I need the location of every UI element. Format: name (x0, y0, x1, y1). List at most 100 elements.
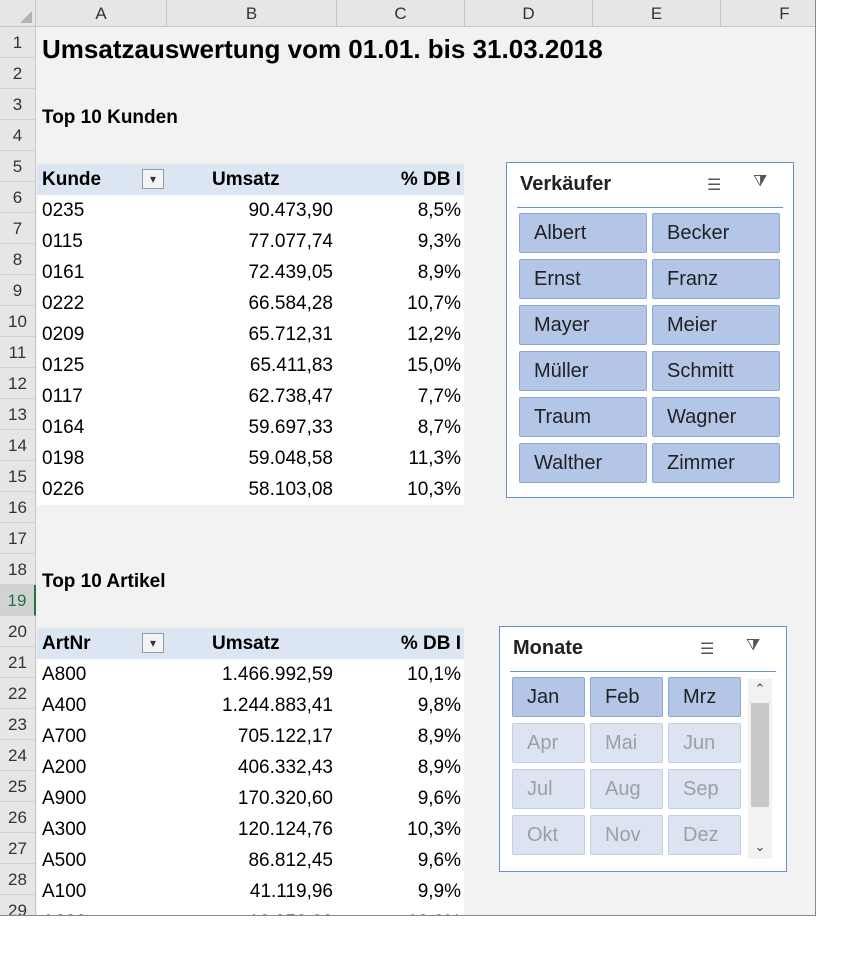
kunden-cell-id[interactable]: 0161 (42, 262, 85, 283)
scroll-thumb[interactable] (751, 703, 769, 807)
row-header-24[interactable]: 24 (0, 740, 36, 771)
kunden-cell-id[interactable]: 0226 (42, 479, 85, 500)
artikel-cell-db[interactable]: 9,6% (417, 788, 461, 809)
artikel-cell-umsatz[interactable]: 170.320,60 (237, 788, 333, 809)
row-header-4[interactable]: 4 (0, 120, 36, 151)
row-header-15[interactable]: 15 (0, 461, 36, 492)
row-header-8[interactable]: 8 (0, 244, 36, 275)
row-header-18[interactable]: 18 (0, 554, 36, 585)
artikel-header-artnr[interactable]: ArtNr (42, 633, 91, 654)
kunden-cell-umsatz[interactable]: 66.584,28 (248, 293, 333, 314)
artikel-cell-umsatz[interactable]: 1.466.992,59 (222, 664, 333, 685)
slicer-scrollbar[interactable]: ⌃ ⌄ (748, 679, 772, 859)
slicer-item-jun[interactable]: Jun (668, 723, 741, 763)
row-header-17[interactable]: 17 (0, 523, 36, 554)
column-header-d[interactable]: D (465, 0, 593, 27)
slicer-verkaeufer[interactable]: Verkäufer ☰ ⧩ Albert Becker Ernst Franz Maye… (506, 162, 794, 498)
kunden-cell-umsatz[interactable]: 62.738,47 (248, 386, 333, 407)
artikel-cell-id[interactable]: A500 (42, 850, 87, 871)
row-header-19[interactable]: 19 (0, 585, 36, 616)
kunden-cell-db[interactable]: 12,2% (407, 324, 461, 345)
row-header-27[interactable]: 27 (0, 833, 36, 864)
artikel-cell-umsatz[interactable]: 16.852,32 (167, 907, 333, 915)
kunden-cell-umsatz[interactable]: 59.048,58 (248, 448, 333, 469)
kunden-cell-umsatz[interactable]: 90.473,90 (248, 200, 333, 221)
filter-dropdown-icon[interactable]: ▾ (142, 633, 164, 653)
kunden-cell-db[interactable]: 7,7% (417, 386, 461, 407)
slicer-item-zimmer[interactable]: Zimmer (652, 443, 780, 483)
row-header-3[interactable]: 3 (0, 89, 36, 120)
artikel-cell-id[interactable]: A800 (42, 664, 87, 685)
kunden-cell-id[interactable]: 0164 (42, 417, 85, 438)
kunden-cell-db[interactable]: 15,0% (407, 355, 461, 376)
row-header-6[interactable]: 6 (0, 182, 36, 213)
row-header-10[interactable]: 10 (0, 306, 36, 337)
kunden-cell-db[interactable]: 8,9% (417, 262, 461, 283)
artikel-cell-id[interactable]: A100 (42, 881, 87, 902)
artikel-cell-db[interactable]: 10,3% (337, 907, 461, 915)
report-title[interactable]: Umsatzauswertung vom 01.01. bis 31.03.20… (42, 34, 603, 64)
row-header-20[interactable]: 20 (0, 616, 36, 647)
row-header-23[interactable]: 23 (0, 709, 36, 740)
kunden-cell-db[interactable]: 9,3% (417, 231, 461, 252)
kunden-cell-db[interactable]: 8,5% (417, 200, 461, 221)
kunden-header-db[interactable]: % DB I (400, 169, 461, 190)
artikel-cell-db[interactable]: 8,9% (417, 757, 461, 778)
kunden-heading[interactable]: Top 10 Kunden (42, 107, 178, 128)
row-header-1[interactable]: 1 (0, 27, 36, 58)
artikel-cell-id[interactable]: A900 (42, 788, 87, 809)
artikel-cell-db[interactable]: 9,6% (417, 850, 461, 871)
slicer-item-aug[interactable]: Aug (590, 769, 663, 809)
slicer-item-müller[interactable]: Müller (519, 351, 647, 391)
kunden-cell-db[interactable]: 8,7% (417, 417, 461, 438)
slicer-item-dez[interactable]: Dez (668, 815, 741, 855)
artikel-heading[interactable]: Top 10 Artikel (42, 571, 166, 592)
slicer-item-becker[interactable]: Becker (652, 213, 780, 253)
slicer-item-meier[interactable]: Meier (652, 305, 780, 345)
clear-filter-icon[interactable]: ⧩ (753, 173, 768, 190)
kunden-cell-db[interactable]: 11,3% (408, 448, 461, 469)
slicer-item-okt[interactable]: Okt (512, 815, 585, 855)
row-header-21[interactable]: 21 (0, 647, 36, 678)
row-header-26[interactable]: 26 (0, 802, 36, 833)
kunden-cell-umsatz[interactable]: 59.697,33 (248, 417, 333, 438)
column-header-f[interactable]: F (721, 0, 815, 27)
slicer-item-albert[interactable]: Albert (519, 213, 647, 253)
kunden-cell-id[interactable]: 0198 (42, 448, 85, 469)
column-header-a[interactable]: A (36, 0, 167, 27)
kunden-cell-umsatz[interactable]: 65.712,31 (248, 324, 333, 345)
chevron-up-icon[interactable]: ⌃ (754, 681, 766, 696)
artikel-cell-id[interactable]: A300 (42, 819, 87, 840)
kunden-cell-id[interactable]: 0117 (42, 386, 83, 407)
row-header-29[interactable]: 29 (0, 895, 36, 915)
artikel-cell-umsatz[interactable]: 41.119,96 (249, 881, 333, 902)
artikel-cell-db[interactable]: 10,1% (407, 664, 461, 685)
slicer-monate[interactable]: Monate ☰ ⧩ Jan Feb Mrz Apr Mai Jun Jul Aug Sep Ok… (499, 626, 787, 872)
kunden-cell-db[interactable]: 10,3% (407, 479, 461, 500)
row-header-11[interactable]: 11 (0, 337, 36, 368)
slicer-item-mai[interactable]: Mai (590, 723, 663, 763)
artikel-cell-umsatz[interactable]: 120.124,76 (237, 819, 333, 840)
row-header-7[interactable]: 7 (0, 213, 36, 244)
column-header-c[interactable]: C (337, 0, 465, 27)
slicer-item-wagner[interactable]: Wagner (652, 397, 780, 437)
slicer-item-sep[interactable]: Sep (668, 769, 741, 809)
row-header-2[interactable]: 2 (0, 58, 36, 89)
artikel-cell-umsatz[interactable]: 705.122,17 (237, 726, 333, 747)
slicer-item-jul[interactable]: Jul (512, 769, 585, 809)
row-header-25[interactable]: 25 (0, 771, 36, 802)
column-header-e[interactable]: E (593, 0, 721, 27)
select-all-corner[interactable] (0, 0, 36, 27)
kunden-cell-id[interactable]: 0115 (42, 231, 83, 252)
kunden-cell-umsatz[interactable]: 77.077,74 (248, 231, 333, 252)
row-header-9[interactable]: 9 (0, 275, 36, 306)
row-header-5[interactable]: 5 (0, 151, 36, 182)
artikel-cell-db[interactable]: 9,8% (417, 695, 461, 716)
row-header-12[interactable]: 12 (0, 368, 36, 399)
artikel-cell-umsatz[interactable]: 1.244.883,41 (222, 695, 333, 716)
multi-select-icon[interactable]: ☰ (700, 641, 715, 658)
kunden-cell-umsatz[interactable]: 72.439,05 (248, 262, 333, 283)
row-header-13[interactable]: 13 (0, 399, 36, 430)
kunden-cell-db[interactable]: 10,7% (407, 293, 461, 314)
slicer-item-feb[interactable]: Feb (590, 677, 663, 717)
